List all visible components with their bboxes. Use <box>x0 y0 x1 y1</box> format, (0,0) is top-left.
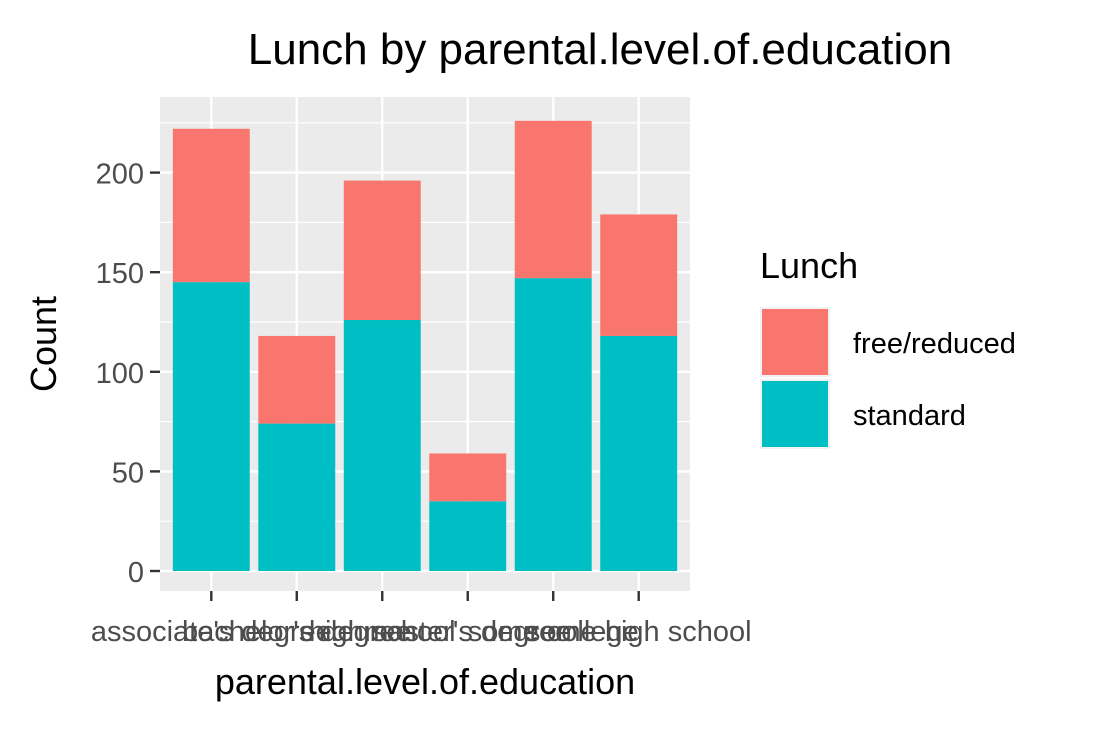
legend-label: standard <box>853 400 966 432</box>
y-tick-label: 100 <box>96 358 144 390</box>
y-tick-label: 0 <box>128 557 144 589</box>
bar-free-reduced <box>514 120 592 279</box>
x-tick-label: some college <box>468 616 639 648</box>
bar-standard <box>343 320 421 571</box>
bar-standard <box>258 423 336 571</box>
y-tick-label: 200 <box>96 159 144 191</box>
bar-free-reduced <box>343 180 421 321</box>
y-axis: 0 50 100 150 200 <box>96 159 160 589</box>
legend-label: free/reduced <box>853 328 1016 360</box>
bar-free-reduced <box>258 335 336 424</box>
legend-swatch <box>762 381 828 447</box>
bar-free-reduced <box>600 214 678 336</box>
bar-free-reduced <box>429 453 507 502</box>
x-tick-label: bachelor's degree <box>182 616 412 648</box>
bars <box>172 120 678 571</box>
x-axis-title: parental.level.of.education <box>215 661 635 702</box>
y-tick-label: 150 <box>96 258 144 290</box>
y-tick-label: 50 <box>112 457 144 489</box>
x-tick-label: some high school <box>526 616 752 648</box>
legend-title: Lunch <box>760 245 858 286</box>
bar-standard <box>429 501 507 571</box>
x-tick-label: associate's degree <box>91 616 332 648</box>
bar-standard <box>600 335 678 571</box>
y-axis-title: Count <box>23 296 64 392</box>
bar-standard <box>514 278 592 571</box>
x-tick-label: master's degree <box>364 616 571 648</box>
legend-swatch <box>762 309 828 375</box>
bar-free-reduced <box>172 128 250 283</box>
chart-title: Lunch by parental.level.of.education <box>248 25 953 74</box>
legend: Lunch free/reduced standard <box>760 245 1016 449</box>
bar-standard <box>172 282 250 571</box>
x-tick-label: high school <box>309 616 456 648</box>
